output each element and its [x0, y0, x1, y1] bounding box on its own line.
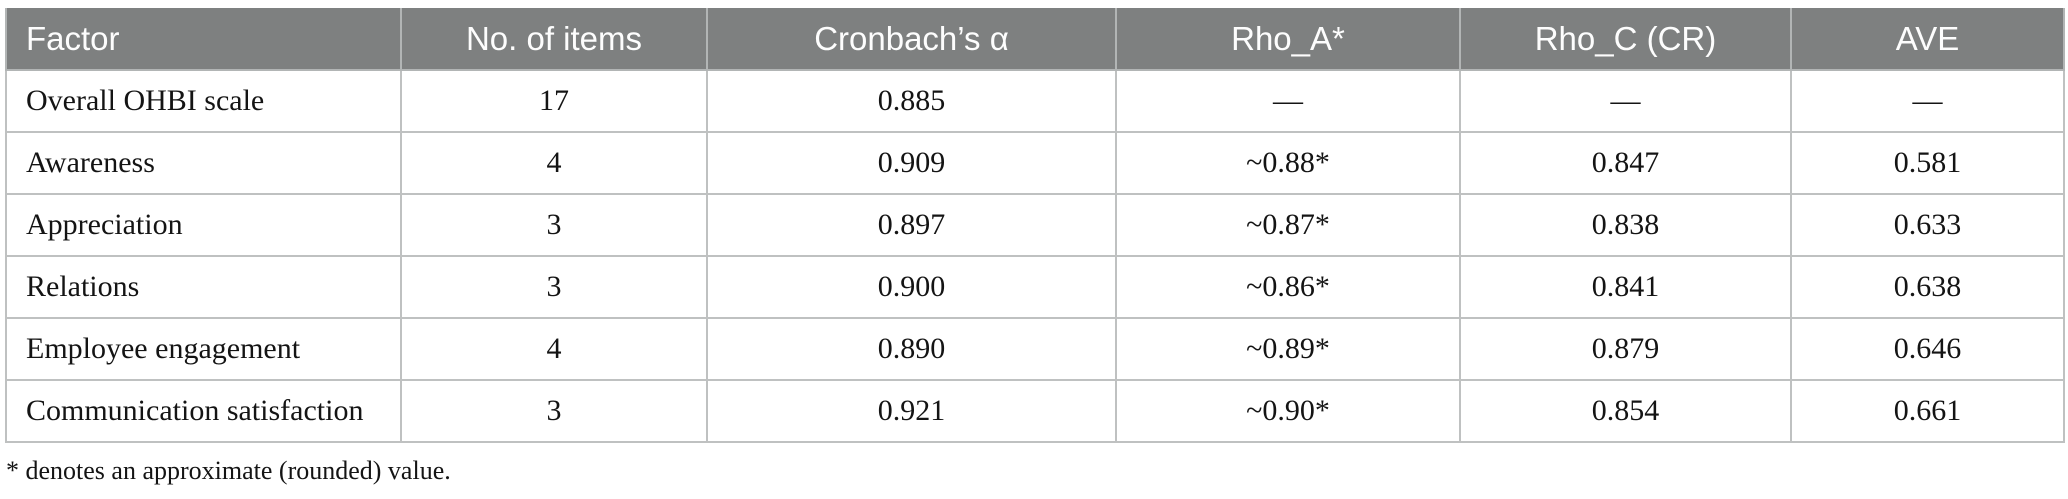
- table-footnote: * denotes an approximate (rounded) value…: [6, 456, 451, 485]
- cell-factor: Relations: [5, 255, 402, 319]
- table-row: Employee engagement 4 0.890 ~0.89* 0.879…: [5, 317, 2065, 381]
- cell-rho-c: —: [1459, 69, 1792, 133]
- cell-rho-a: —: [1115, 69, 1461, 133]
- cell-rho-a: ~0.89*: [1115, 317, 1461, 381]
- table-row: Appreciation 3 0.897 ~0.87* 0.838 0.633: [5, 193, 2065, 257]
- cell-ave: —: [1790, 69, 2065, 133]
- cell-ave: 0.638: [1790, 255, 2065, 319]
- cell-factor: Awareness: [5, 131, 402, 195]
- cell-rho-c: 0.841: [1459, 255, 1792, 319]
- table-row: Awareness 4 0.909 ~0.88* 0.847 0.581: [5, 131, 2065, 195]
- cell-alpha: 0.900: [706, 255, 1117, 319]
- cell-rho-a: ~0.90*: [1115, 379, 1461, 443]
- column-header-factor: Factor: [5, 8, 402, 71]
- cell-items: 3: [400, 193, 708, 257]
- cell-factor: Communication satisfaction: [5, 379, 402, 443]
- cell-ave: 0.633: [1790, 193, 2065, 257]
- column-header-ave: AVE: [1790, 8, 2065, 71]
- cell-alpha: 0.890: [706, 317, 1117, 381]
- cell-alpha: 0.897: [706, 193, 1117, 257]
- cell-rho-a: ~0.86*: [1115, 255, 1461, 319]
- cell-rho-c: 0.854: [1459, 379, 1792, 443]
- table-row: Relations 3 0.900 ~0.86* 0.841 0.638: [5, 255, 2065, 319]
- table-row: Communication satisfaction 3 0.921 ~0.90…: [5, 379, 2065, 443]
- cell-rho-c: 0.879: [1459, 317, 1792, 381]
- cell-items: 3: [400, 255, 708, 319]
- cell-factor: Overall OHBI scale: [5, 69, 402, 133]
- cell-rho-c: 0.847: [1459, 131, 1792, 195]
- cell-ave: 0.661: [1790, 379, 2065, 443]
- cell-rho-a: ~0.87*: [1115, 193, 1461, 257]
- cell-items: 3: [400, 379, 708, 443]
- cell-rho-a: ~0.88*: [1115, 131, 1461, 195]
- cell-alpha: 0.885: [706, 69, 1117, 133]
- cell-factor: Employee engagement: [5, 317, 402, 381]
- cell-rho-c: 0.838: [1459, 193, 1792, 257]
- reliability-table: Factor No. of items Cronbach’s α Rho_A* …: [5, 8, 2065, 443]
- cell-items: 4: [400, 131, 708, 195]
- cell-items: 17: [400, 69, 708, 133]
- table-header-row: Factor No. of items Cronbach’s α Rho_A* …: [5, 8, 2065, 71]
- column-header-cronbachs-alpha: Cronbach’s α: [706, 8, 1117, 71]
- column-header-rho-a: Rho_A*: [1115, 8, 1461, 71]
- cell-alpha: 0.909: [706, 131, 1117, 195]
- table-row: Overall OHBI scale 17 0.885 — — —: [5, 69, 2065, 133]
- cell-items: 4: [400, 317, 708, 381]
- cell-ave: 0.581: [1790, 131, 2065, 195]
- column-header-rho-c-cr: Rho_C (CR): [1459, 8, 1792, 71]
- cell-alpha: 0.921: [706, 379, 1117, 443]
- cell-ave: 0.646: [1790, 317, 2065, 381]
- cell-factor: Appreciation: [5, 193, 402, 257]
- column-header-no-of-items: No. of items: [400, 8, 708, 71]
